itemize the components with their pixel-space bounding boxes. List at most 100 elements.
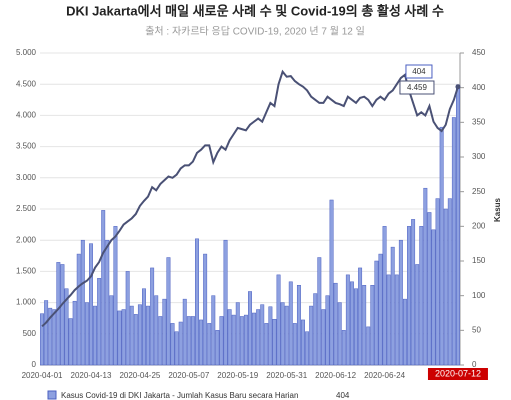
bar xyxy=(382,226,387,366)
bar xyxy=(211,295,216,366)
bar xyxy=(349,281,354,366)
bar xyxy=(345,274,350,366)
highlight-label-bg xyxy=(427,368,488,380)
bar xyxy=(64,288,69,366)
line xyxy=(41,69,459,328)
legend-value: 404 xyxy=(336,391,350,400)
annotation-box xyxy=(399,80,435,95)
y-tick-label: 3.500 xyxy=(16,142,37,151)
bar xyxy=(407,226,411,366)
bar xyxy=(292,323,297,366)
bar xyxy=(117,310,122,366)
y-tick-label: 3.000 xyxy=(16,173,37,182)
bar xyxy=(186,316,191,366)
bar xyxy=(80,239,85,366)
bar xyxy=(101,210,106,366)
bar xyxy=(358,267,363,366)
bar xyxy=(199,319,204,366)
y-tick-label: 1.500 xyxy=(16,267,37,276)
y-tick-label: 4.000 xyxy=(16,111,37,120)
bar xyxy=(68,318,73,366)
bar xyxy=(72,300,77,366)
bar xyxy=(313,293,318,366)
bar xyxy=(333,282,338,366)
chart-subtitle: 출처 : 자카르타 응답 COVID-19, 2020 년 7 월 12 일 xyxy=(145,26,365,38)
x-tick-label: 2020-05-07 xyxy=(168,371,209,380)
y2-tick-label: 150 xyxy=(472,256,486,265)
bar xyxy=(260,304,265,366)
x-tick-label: 2020-04-13 xyxy=(71,371,112,380)
bar xyxy=(276,274,281,366)
y2-tick-label: 350 xyxy=(472,117,486,126)
bar xyxy=(133,314,138,366)
bar xyxy=(415,264,420,366)
y-tick-label: 2.000 xyxy=(16,235,37,244)
y-tick-label: 0 xyxy=(32,360,37,369)
y2-tick-label: 400 xyxy=(472,83,486,92)
bar xyxy=(341,330,346,366)
bar xyxy=(280,302,285,366)
bar xyxy=(207,323,212,366)
bar xyxy=(142,288,146,366)
bar xyxy=(154,295,159,366)
x-tick-label: 2020-06-24 xyxy=(364,371,405,380)
legend-swatch xyxy=(47,390,57,400)
bar xyxy=(317,257,322,366)
bar xyxy=(398,239,403,366)
bar xyxy=(76,253,81,366)
bar xyxy=(129,305,134,366)
bar xyxy=(288,281,293,366)
bar xyxy=(235,302,240,366)
bar xyxy=(121,309,126,366)
bar xyxy=(443,208,448,366)
bar xyxy=(113,226,118,366)
bar xyxy=(89,243,93,366)
bar xyxy=(272,318,277,366)
y-tick-label: 1.000 xyxy=(16,298,37,307)
bar xyxy=(174,331,179,366)
y2-tick-label: 100 xyxy=(472,291,486,300)
bar xyxy=(195,238,199,366)
bar xyxy=(170,323,175,366)
bar xyxy=(301,319,305,366)
bar xyxy=(455,84,460,366)
bar xyxy=(256,309,261,366)
x-tick-label: 2020-04-25 xyxy=(119,371,160,380)
bar xyxy=(44,300,49,366)
bar xyxy=(52,309,57,366)
x-tick-label: 2020-05-31 xyxy=(266,371,307,380)
bar xyxy=(182,298,187,366)
y-tick-label: 2.500 xyxy=(16,204,37,213)
y2-tick-label: 0 xyxy=(472,360,477,369)
y-tick-label: 5.000 xyxy=(16,48,37,57)
legend-label: Kasus Covid-19 di DKI Jakarta - Jumlah K… xyxy=(61,391,298,400)
bar xyxy=(378,253,383,366)
x-tick-label: 2020-06-12 xyxy=(315,371,356,380)
y2-tick-label: 300 xyxy=(472,152,486,161)
bar xyxy=(305,331,310,366)
bar xyxy=(137,304,142,366)
bar xyxy=(219,316,224,366)
bar xyxy=(284,305,289,366)
y2-axis-label: Kasus xyxy=(493,197,502,222)
bar xyxy=(390,246,395,366)
bar xyxy=(309,305,314,366)
y2-tick-label: 250 xyxy=(472,187,486,196)
bar xyxy=(166,257,171,366)
bar xyxy=(109,295,114,366)
bar xyxy=(439,126,444,366)
bar xyxy=(329,199,334,366)
y2-tick-label: 450 xyxy=(472,48,486,57)
bar xyxy=(419,226,424,366)
bar xyxy=(435,198,440,366)
annotation: 404 xyxy=(412,67,426,76)
bar xyxy=(411,219,416,366)
x-tick-label: 2020-05-19 xyxy=(217,371,258,380)
bar xyxy=(325,295,330,366)
bar xyxy=(431,229,436,366)
bar xyxy=(451,117,456,366)
bar xyxy=(362,285,367,366)
y-tick-label: 4.500 xyxy=(16,79,37,88)
bar xyxy=(203,253,208,366)
y2-tick-label: 200 xyxy=(472,221,486,230)
